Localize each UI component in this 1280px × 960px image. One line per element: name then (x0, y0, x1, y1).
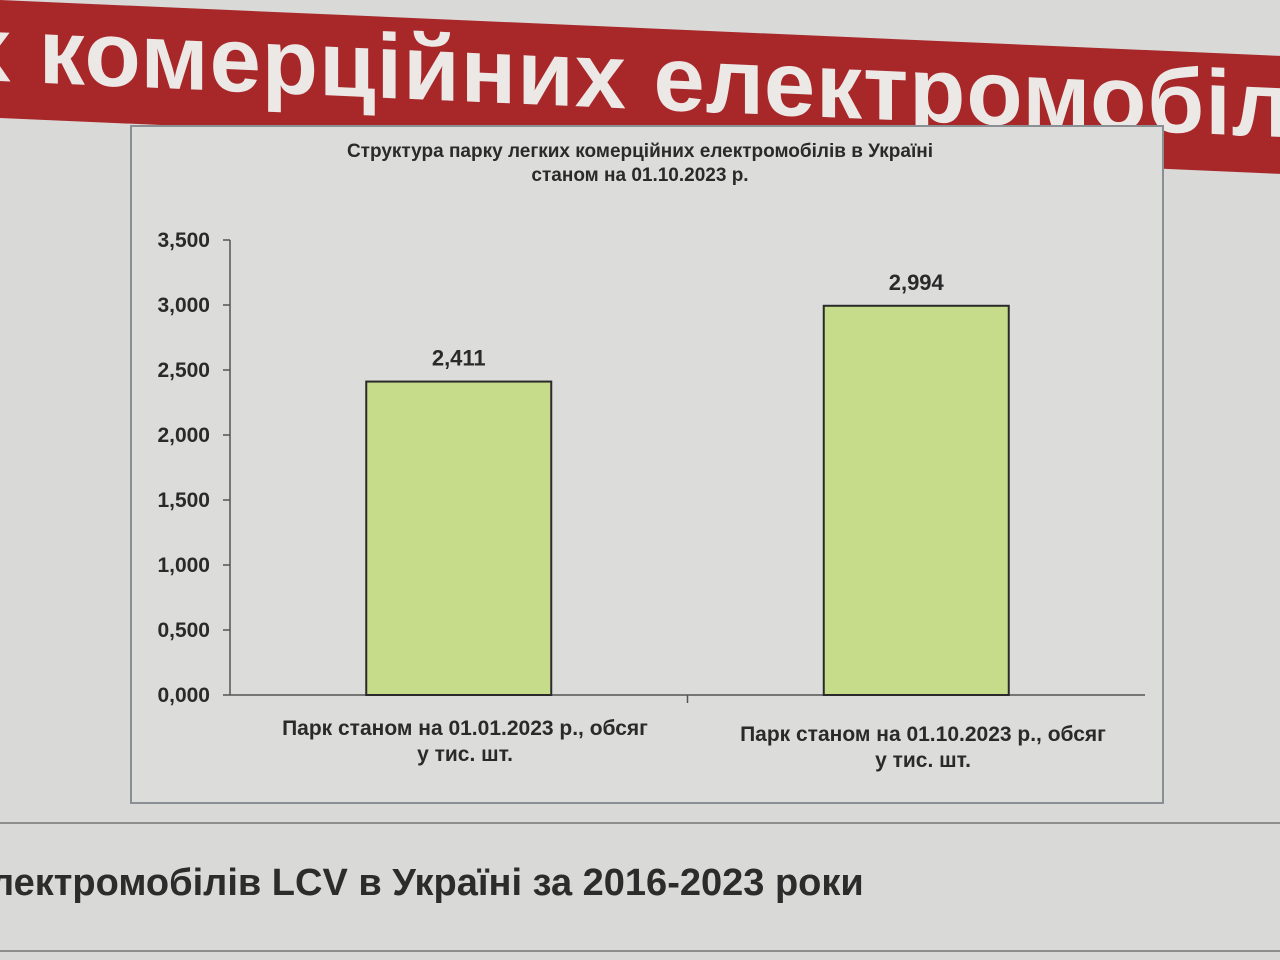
y-tick-label: 3,000 (157, 294, 210, 317)
chart-title-line-2: станом на 01.10.2023 р. (531, 165, 749, 186)
y-tick-label: 1,000 (157, 554, 210, 577)
data-label: 2,411 (432, 346, 486, 371)
y-tick-label: 1,500 (157, 489, 210, 512)
y-tick-label: 3,500 (157, 229, 210, 252)
category-label-2-line-2: у тис. шт. (875, 749, 971, 772)
category-label-2: Парк станом на 01.10.2023 р., обсяг у ти… (683, 722, 1163, 774)
slide-subtitle: лектромобілів LCV в Україні за 2016-2023… (0, 862, 864, 904)
bar (365, 380, 553, 696)
category-label-1-line-1: Парк станом на 01.01.2023 р., обсяг (282, 717, 648, 740)
divider (0, 950, 1280, 952)
category-label-1: Парк станом на 01.01.2023 р., обсяг у ти… (225, 716, 705, 768)
category-label-1-line-2: у тис. шт. (417, 743, 513, 766)
category-label-2-line-1: Парк станом на 01.10.2023 р., обсяг (740, 723, 1106, 746)
y-tick-label: 2,000 (157, 424, 210, 447)
bar (822, 304, 1010, 696)
y-tick-label: 0,000 (157, 684, 210, 707)
divider (0, 822, 1280, 824)
y-tick-label: 2,500 (157, 359, 210, 382)
data-label: 2,994 (889, 270, 945, 295)
chart-title: Структура парку легких комерційних елект… (240, 140, 1040, 188)
chart-title-line-1: Структура парку легких комерційних елект… (346, 141, 934, 162)
y-tick-label: 0,500 (157, 619, 210, 642)
